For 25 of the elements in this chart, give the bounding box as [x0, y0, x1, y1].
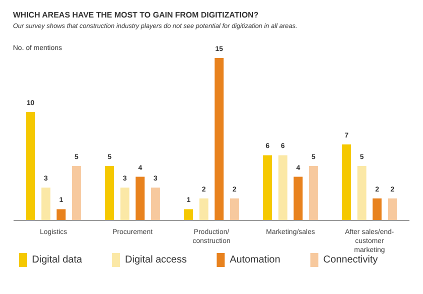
legend-label: Digital access	[125, 254, 187, 266]
bar	[105, 166, 114, 220]
bar	[357, 166, 366, 220]
bar	[214, 58, 224, 220]
legend-label: Automation	[230, 254, 280, 266]
bar	[230, 198, 239, 220]
bar	[388, 198, 397, 220]
bar	[308, 166, 318, 220]
legend-label: Digital data	[32, 254, 82, 266]
bar	[263, 155, 272, 220]
legend-label: Connectivity	[323, 254, 378, 266]
bar	[199, 198, 208, 220]
bar	[150, 188, 160, 220]
bar	[120, 188, 130, 220]
bar	[342, 144, 352, 220]
bar	[278, 155, 288, 220]
bar	[136, 176, 145, 220]
bar	[294, 176, 303, 220]
bar	[72, 166, 81, 220]
bar	[56, 209, 66, 220]
bar	[26, 112, 36, 220]
bar	[184, 209, 194, 220]
bar	[372, 198, 382, 220]
bar	[41, 188, 50, 220]
chart-title: WHICH AREAS HAVE THE MOST TO GAIN FROM DIGITIZATION?	[13, 10, 259, 20]
